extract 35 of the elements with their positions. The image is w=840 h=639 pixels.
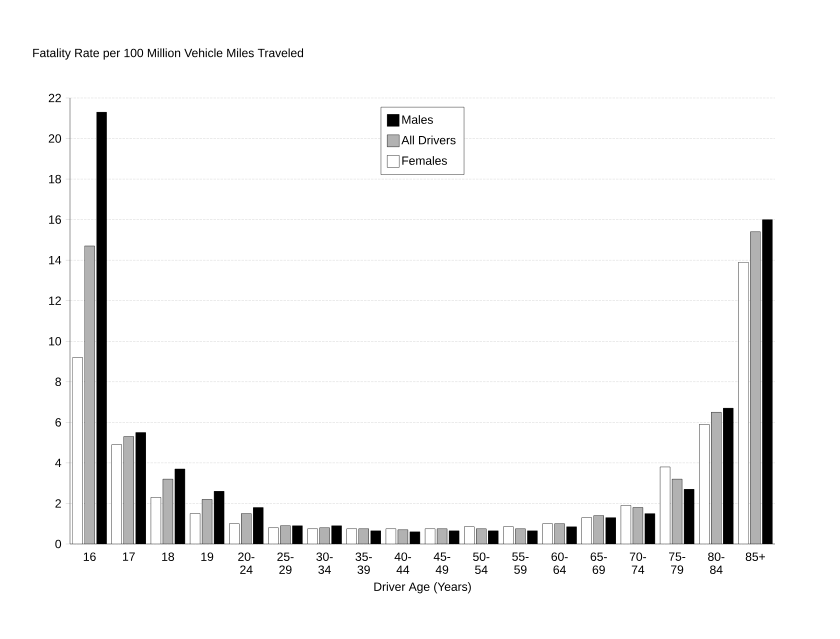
y-tick-label: 18	[49, 174, 62, 184]
x-tick-label: 40-44	[394, 552, 412, 574]
y-tick-label: 14	[49, 256, 62, 264]
x-tick-label: 70-74	[630, 552, 646, 574]
legend-label: Females	[402, 156, 447, 165]
y-tick-label: 16	[49, 215, 62, 224]
x-tick-label: 45-49	[434, 552, 450, 574]
x-tick-label: 35-39	[356, 552, 372, 574]
y-tick-label: 2	[55, 499, 61, 508]
x-tick-label: 60-64	[552, 552, 568, 574]
y-tick-label: 6	[55, 418, 62, 427]
x-tick-label: 20-24	[238, 552, 254, 574]
x-tick-label: 75-79	[669, 552, 686, 574]
y-tick-label: 12	[49, 296, 61, 305]
x-tick-label: 17	[122, 552, 135, 561]
legend-label: Males	[402, 115, 433, 124]
chart-title: Fatality Rate per 100 Million Vehicle Miles Traveled	[33, 48, 304, 60]
x-tick-label: 85+	[746, 552, 765, 561]
y-tick-label: 10	[49, 337, 62, 346]
x-tick-label: 16	[84, 552, 96, 561]
x-tick-label: 65-69	[590, 552, 607, 574]
x-tick-label: 30-34	[316, 552, 333, 574]
y-tick-label: 4	[55, 458, 62, 468]
x-tick-label: 55-59	[512, 552, 529, 574]
y-tick-label: 0	[55, 540, 62, 548]
x-tick-label: 80-84	[708, 552, 724, 574]
y-tick-label: 20	[48, 134, 62, 143]
x-tick-label: 50-54	[473, 552, 490, 574]
y-tick-label: 8	[55, 378, 62, 386]
x-tick-label: 18	[162, 552, 174, 561]
y-tick-label: 22	[48, 94, 61, 102]
legend-label: All Drivers	[401, 136, 456, 144]
x-tick-label: 19	[201, 552, 214, 561]
x-tick-label: 25-29	[277, 552, 294, 574]
x-axis-title: Driver Age (Years)	[374, 582, 471, 594]
